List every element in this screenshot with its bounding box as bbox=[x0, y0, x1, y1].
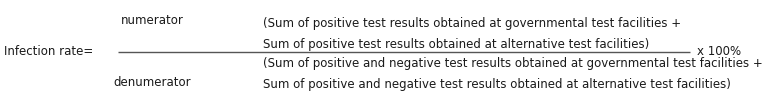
Text: (Sum of positive test results obtained at governmental test facilities +: (Sum of positive test results obtained a… bbox=[263, 17, 681, 30]
Text: Infection rate=: Infection rate= bbox=[4, 45, 93, 58]
Text: numerator: numerator bbox=[121, 14, 184, 27]
Text: x 100%: x 100% bbox=[697, 45, 741, 58]
Text: Sum of positive test results obtained at alternative test facilities): Sum of positive test results obtained at… bbox=[263, 38, 649, 51]
Text: denumerator: denumerator bbox=[114, 76, 191, 89]
Text: (Sum of positive and negative test results obtained at governmental test facilit: (Sum of positive and negative test resul… bbox=[263, 57, 762, 70]
Text: Sum of positive and negative test results obtained at alternative test facilitie: Sum of positive and negative test result… bbox=[263, 78, 731, 91]
